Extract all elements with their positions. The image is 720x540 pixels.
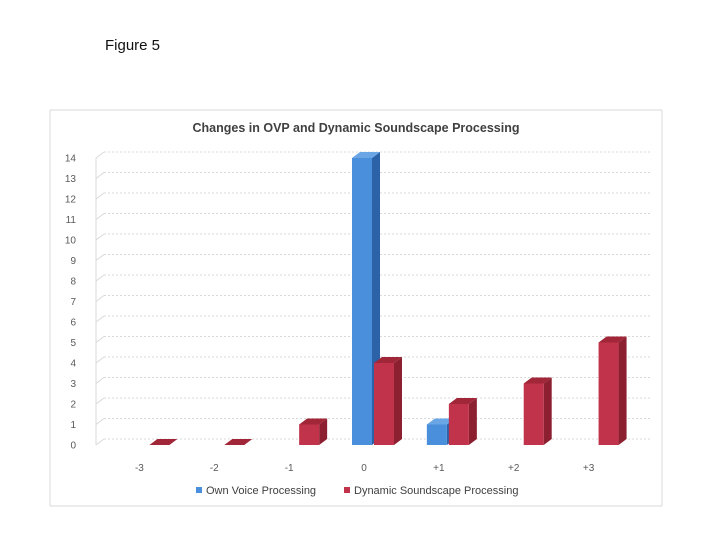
gridline-depth xyxy=(95,274,105,282)
bar-top xyxy=(448,398,477,404)
y-tick-label: 13 xyxy=(65,174,77,185)
y-tick-label: 14 xyxy=(65,154,77,165)
bar-top xyxy=(352,152,380,158)
gridline-depth xyxy=(95,418,105,425)
y-tick-label: 1 xyxy=(70,420,76,431)
x-tick-label: +1 xyxy=(433,463,445,474)
gridline-depth xyxy=(95,315,105,323)
bar-dynamic-soundscape xyxy=(448,398,477,445)
legend-swatch xyxy=(344,487,350,493)
y-tick-label: 11 xyxy=(66,215,77,226)
bar-top xyxy=(598,336,627,343)
x-tick-label: 0 xyxy=(361,463,367,474)
gridline-depth xyxy=(95,295,105,302)
bar-front xyxy=(299,424,320,445)
bar-side xyxy=(618,336,627,445)
bar-front xyxy=(598,342,619,445)
x-tick-label: -3 xyxy=(135,463,144,474)
bar-dynamic-soundscape xyxy=(598,336,627,445)
x-tick-label: +3 xyxy=(583,463,595,474)
bar-dynamic-soundscape xyxy=(374,357,402,445)
bar-front xyxy=(374,363,394,445)
bar-top xyxy=(224,439,253,445)
gridline-depth xyxy=(95,336,105,343)
bars xyxy=(149,152,627,445)
bar-top xyxy=(149,439,178,445)
x-axis-ticks: -3 -2 -1 0 +1 +2 +3 xyxy=(135,463,595,474)
gridline-depth xyxy=(95,438,105,446)
chart-title: Changes in OVP and Dynamic Soundscape Pr… xyxy=(193,121,520,135)
x-tick-label: -1 xyxy=(285,463,294,474)
gridline-depth xyxy=(95,172,105,179)
bar-dynamic-soundscape xyxy=(299,418,328,445)
y-tick-label: 6 xyxy=(70,318,76,329)
bar-front xyxy=(523,383,544,445)
gridline-depth xyxy=(95,356,105,364)
x-tick-label: -2 xyxy=(210,463,219,474)
bar-front xyxy=(426,424,447,445)
bar-dynamic-soundscape-zero xyxy=(224,439,253,445)
figure-label: Figure 5 xyxy=(105,37,161,54)
bar-side xyxy=(543,377,552,445)
y-tick-label: 0 xyxy=(70,441,76,452)
legend-label: Own Voice Processing xyxy=(206,485,316,497)
gridline-depth xyxy=(95,254,105,261)
bar-dynamic-soundscape xyxy=(523,377,552,445)
legend-label: Dynamic Soundscape Processing xyxy=(354,485,518,497)
gridline-depth xyxy=(95,213,105,220)
bar-side xyxy=(468,398,477,445)
bar-side xyxy=(319,418,328,445)
y-tick-label: 9 xyxy=(70,256,76,267)
y-tick-label: 7 xyxy=(70,297,76,308)
gridline-depth xyxy=(95,377,105,384)
y-tick-label: 10 xyxy=(65,236,77,247)
gridline-depth xyxy=(95,233,105,241)
legend-swatch xyxy=(196,487,202,493)
bar-side xyxy=(394,357,402,445)
bar-top xyxy=(426,418,455,425)
bar-top xyxy=(523,377,552,384)
bar-top xyxy=(299,418,328,425)
y-tick-label: 3 xyxy=(70,379,76,390)
gridline-depth xyxy=(95,397,105,405)
y-tick-label: 12 xyxy=(65,195,77,206)
bar-top xyxy=(374,357,402,363)
bar-front xyxy=(352,158,372,445)
bar-front xyxy=(448,404,469,445)
bar-dynamic-soundscape-zero xyxy=(149,439,178,445)
x-tick-label: +2 xyxy=(508,463,520,474)
gridline-depth xyxy=(95,192,105,200)
y-tick-label: 8 xyxy=(70,277,76,288)
y-tick-label: 4 xyxy=(70,359,76,370)
legend: Own Voice Processing Dynamic Soundscape P… xyxy=(196,485,518,497)
y-tick-label: 5 xyxy=(70,338,76,349)
y-tick-label: 2 xyxy=(70,400,76,411)
gridline-depth xyxy=(95,151,105,159)
